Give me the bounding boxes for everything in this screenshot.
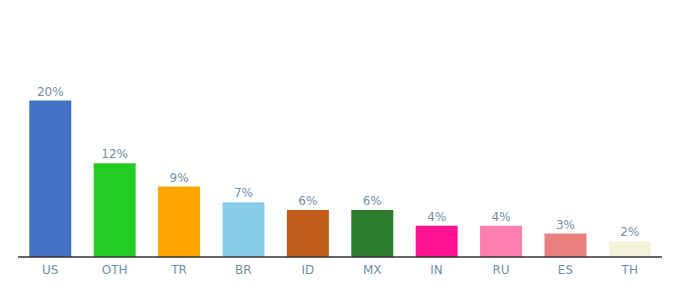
- svg-text:BR: BR: [235, 263, 252, 277]
- svg-text:IN: IN: [430, 263, 443, 277]
- svg-text:TR: TR: [170, 263, 187, 277]
- svg-text:TH: TH: [621, 263, 638, 277]
- svg-text:2%: 2%: [620, 225, 639, 239]
- svg-text:20%: 20%: [37, 85, 64, 99]
- svg-text:7%: 7%: [234, 186, 253, 200]
- svg-text:3%: 3%: [556, 218, 575, 232]
- svg-text:OTH: OTH: [102, 263, 128, 277]
- svg-text:4%: 4%: [492, 210, 511, 224]
- svg-text:6%: 6%: [298, 194, 317, 208]
- svg-text:US: US: [42, 263, 58, 277]
- svg-text:6%: 6%: [363, 194, 382, 208]
- svg-text:MX: MX: [363, 263, 382, 277]
- svg-text:4%: 4%: [427, 210, 446, 224]
- svg-text:RU: RU: [492, 263, 509, 277]
- svg-text:ID: ID: [301, 263, 314, 277]
- svg-text:12%: 12%: [101, 147, 128, 161]
- svg-text:9%: 9%: [170, 171, 189, 185]
- svg-text:ES: ES: [558, 263, 573, 277]
